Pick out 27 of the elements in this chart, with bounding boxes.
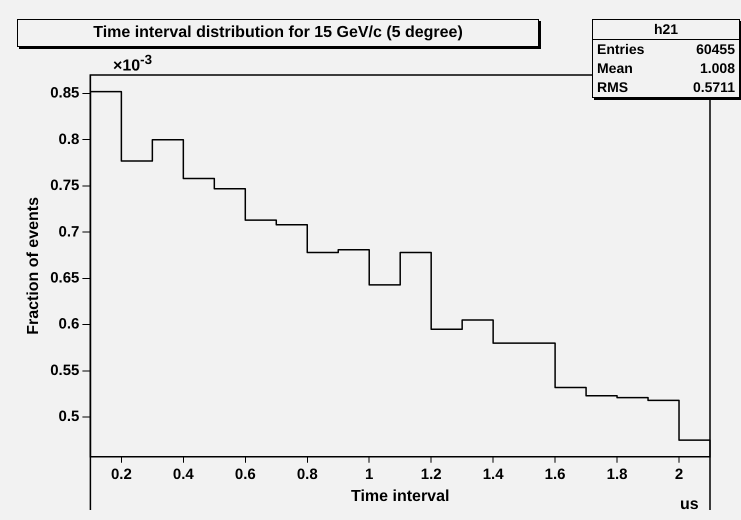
y-tick-label: 0.55 <box>50 362 80 379</box>
x-tick-label: 0.8 <box>296 466 318 483</box>
y-tick-label: 0.8 <box>58 130 80 148</box>
x-axis-title: Time interval <box>350 488 450 505</box>
text: RMS 0.5711 <box>597 79 735 95</box>
y-tick-label: 0.6 <box>58 316 80 333</box>
y-tick-label: 0.85 <box>50 84 80 102</box>
x-tick-label: 1.8 <box>606 466 628 483</box>
x-tick-label: 1.4 <box>482 466 504 483</box>
text: us <box>680 496 699 514</box>
x-tick-label: 1 <box>365 466 374 483</box>
x-tick-label: 0.2 <box>110 466 132 483</box>
x-tick-label: 0.4 <box>172 466 194 483</box>
text: Mean 1.008 <box>597 60 735 76</box>
y-axis-title: Fraction of events <box>25 196 42 335</box>
y-tick-label: 0.75 <box>50 177 80 194</box>
x-tick-label: 0.6 <box>234 466 256 483</box>
y-tick-label: 0.7 <box>58 223 80 240</box>
x-tick-label: 1.6 <box>544 466 566 483</box>
y-tick-label: 0.65 <box>50 270 80 287</box>
x-tick-label: 1.2 <box>420 466 442 483</box>
x-tick-label: 2 <box>674 466 684 483</box>
y-tick-label: 0.5 <box>58 408 80 426</box>
text: h21 <box>593 20 739 40</box>
chart-title: Time interval distribution for 15 GeV/c (5 degree) <box>17 19 539 47</box>
text: Entries 60455 <box>597 41 735 57</box>
text: ×10$^{-3}$ <box>113 52 152 76</box>
